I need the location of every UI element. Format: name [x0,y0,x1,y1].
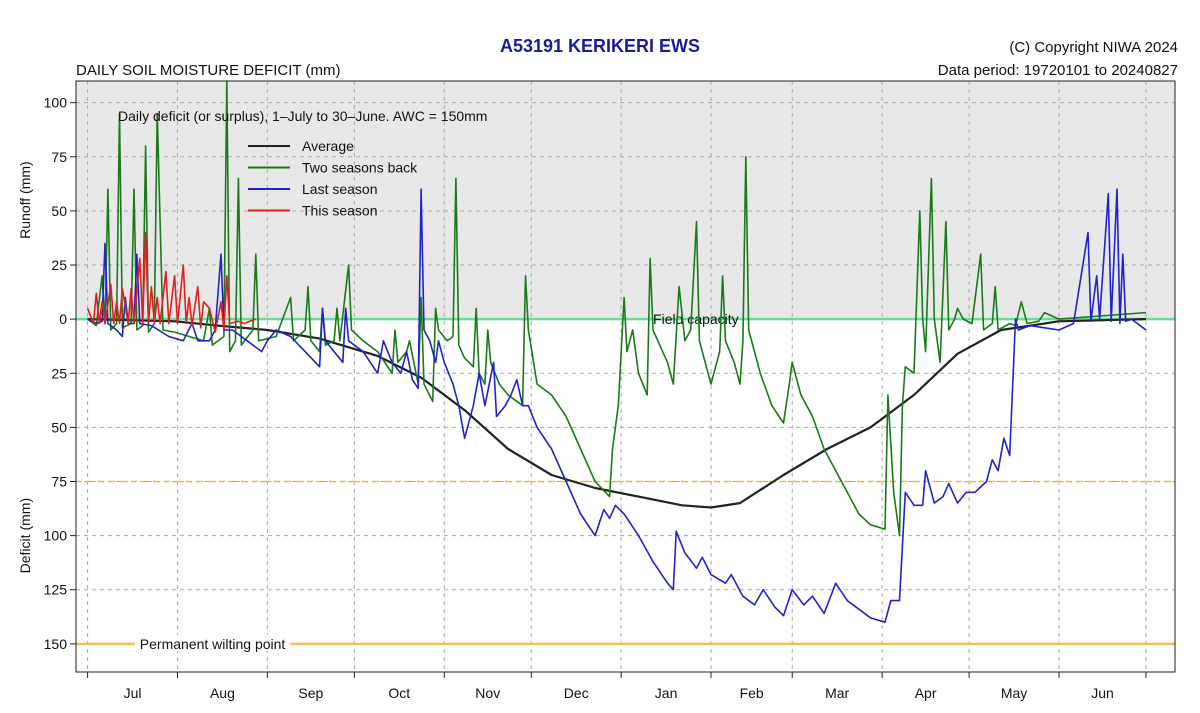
y-tick-label: 75 [51,473,67,489]
x-tick-label: Jul [124,685,142,701]
legend-label-2: Last season [302,181,378,197]
x-tick-label: Aug [210,685,235,701]
x-tick-label: Nov [475,685,500,701]
x-tick-label: Apr [915,685,937,701]
legend-label-3: This season [302,203,377,219]
legend-label-0: Average [302,138,354,154]
chart-annotation: Daily deficit (or surplus), 1–July to 30… [118,108,487,124]
chart-subtitle: DAILY SOIL MOISTURE DEFICIT (mm) [76,62,341,79]
y-tick-label: 0 [59,311,67,327]
y-axis-label-runoff: Runoff (mm) [17,161,33,239]
x-tick-label: Jun [1091,685,1114,701]
y-tick-label: 75 [51,149,67,165]
y-tick-label: 100 [44,95,68,111]
chart-title: A53191 KERIKERI EWS [499,36,701,56]
x-tick-label: Jan [655,685,678,701]
reference-label-field-capacity: Field capacity [653,311,739,327]
x-tick-label: Feb [740,685,764,701]
x-tick-label: May [1001,685,1027,701]
grid-lines [76,81,1175,672]
reference-label-bg [134,634,291,651]
reference-label-wilting-point: Permanent wilting point [140,636,286,652]
data-period: Data period: 19720101 to 20240827 [937,62,1178,79]
series-line-last-season [87,188,1147,623]
legend-label-1: Two seasons back [302,160,418,176]
x-tick-label: Mar [825,685,849,701]
y-tick-label: 150 [44,636,68,652]
y-axis: 100 75 50 25 0 25 50 75 100 125 150 [44,95,76,652]
x-tick-label: Oct [388,685,410,701]
y-tick-label: 125 [44,582,68,598]
legend: Average Two seasons back Last season This s… [248,138,418,219]
series-line-this-season [86,231,257,333]
y-tick-label: 25 [51,257,67,273]
y-tick-label: 50 [51,419,67,435]
series-lines [86,81,1147,623]
y-tick-label: 50 [51,203,67,219]
plot-frame [75,80,1176,673]
y-tick-label: 100 [44,528,68,544]
x-axis: Jul Aug Sep Oct Nov Dec Jan Feb Mar Apr May Jun [87,672,1147,701]
runoff-zone-background [76,81,1175,320]
x-tick-label: Dec [564,685,589,701]
y-tick-label: 25 [51,365,67,381]
y-axis-label-deficit: Deficit (mm) [17,498,33,573]
x-tick-label: Sep [298,685,323,701]
copyright-notice: (C) Copyright NIWA 2024 [1009,39,1178,56]
series-line-average [87,318,1147,509]
